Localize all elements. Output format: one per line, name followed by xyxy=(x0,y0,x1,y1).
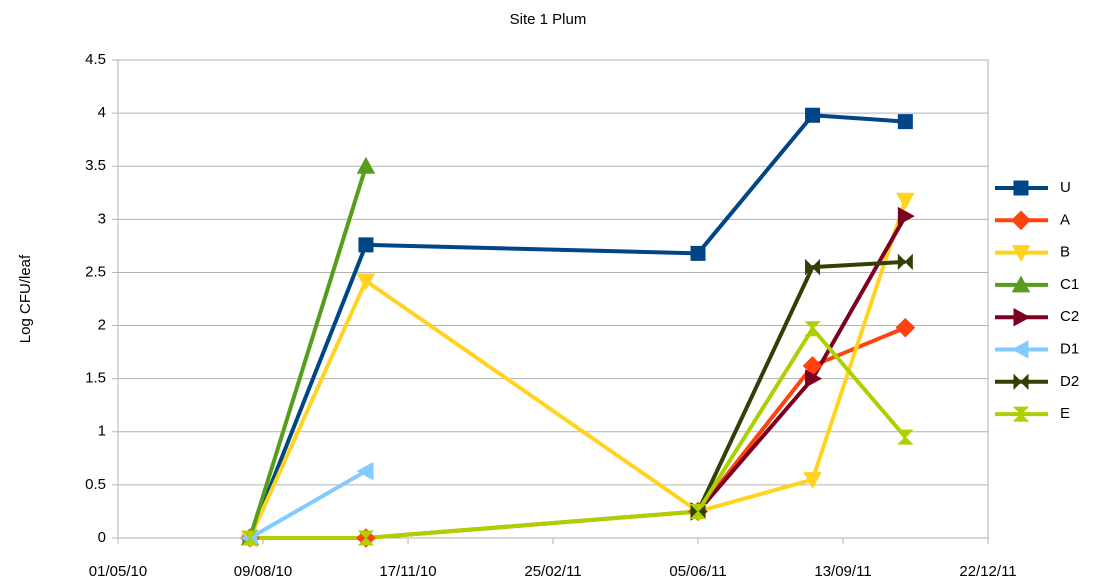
series-line xyxy=(249,325,907,540)
x-tick-label: 25/02/11 xyxy=(524,563,581,580)
x-tick-label: 05/06/11 xyxy=(669,563,726,580)
legend-label: A xyxy=(1060,211,1070,228)
x-tick-label: 09/08/10 xyxy=(234,563,292,580)
legend-label: B xyxy=(1060,244,1070,261)
x-tick-label: 17/11/10 xyxy=(379,563,436,580)
y-tick-label: 2.5 xyxy=(85,263,106,280)
data-point xyxy=(805,258,821,276)
data-point xyxy=(356,461,374,481)
legend-label: E xyxy=(1060,405,1070,422)
legend-label: D2 xyxy=(1060,373,1079,390)
x-tick-label: 22/12/11 xyxy=(959,563,1016,580)
legend-marker xyxy=(1013,180,1029,196)
legend-marker xyxy=(1011,340,1029,359)
data-point xyxy=(897,253,913,271)
y-tick-label: 0 xyxy=(98,529,106,546)
data-point xyxy=(897,114,913,130)
y-tick-label: 1 xyxy=(98,423,106,440)
y-tick-label: 3 xyxy=(98,210,106,227)
data-point xyxy=(241,530,259,546)
legend-label: U xyxy=(1060,179,1071,196)
data-point xyxy=(356,156,376,174)
series-line xyxy=(248,165,368,539)
legend-label: C2 xyxy=(1060,308,1079,325)
y-tick-label: 1.5 xyxy=(85,370,106,387)
y-tick-label: 4 xyxy=(98,104,106,121)
data-point xyxy=(895,317,916,338)
chart-title: Site 1 Plum xyxy=(510,11,587,28)
y-tick-label: 2 xyxy=(98,317,106,334)
y-tick-label: 3.5 xyxy=(85,157,106,174)
y-tick-label: 4.5 xyxy=(85,51,106,68)
data-point xyxy=(358,237,374,253)
y-axis-label: Log CFU/leaf xyxy=(17,254,34,343)
data-point xyxy=(690,245,706,261)
series-line xyxy=(696,215,908,513)
legend-marker xyxy=(1011,245,1031,263)
x-tick-label: 13/09/11 xyxy=(814,563,871,580)
data-point xyxy=(357,530,375,546)
legend-marker xyxy=(1012,406,1030,422)
legend-marker xyxy=(1013,307,1031,327)
legend-label: D1 xyxy=(1060,340,1079,357)
x-tick-label: 01/05/10 xyxy=(89,563,147,580)
legend-label: C1 xyxy=(1060,276,1079,293)
data-point xyxy=(897,206,915,226)
data-point xyxy=(689,503,707,519)
legend-marker xyxy=(1013,373,1029,391)
data-point xyxy=(803,472,822,490)
series-line xyxy=(249,326,907,540)
data-point xyxy=(804,321,821,337)
series-line xyxy=(248,469,367,540)
data-point xyxy=(805,369,822,388)
data-point xyxy=(805,107,821,123)
legend-marker xyxy=(1011,275,1031,293)
data-point xyxy=(896,192,915,210)
data-point xyxy=(897,429,914,445)
data-point xyxy=(356,273,376,291)
legend-marker xyxy=(1011,210,1031,231)
y-tick-label: 0.5 xyxy=(85,476,106,493)
